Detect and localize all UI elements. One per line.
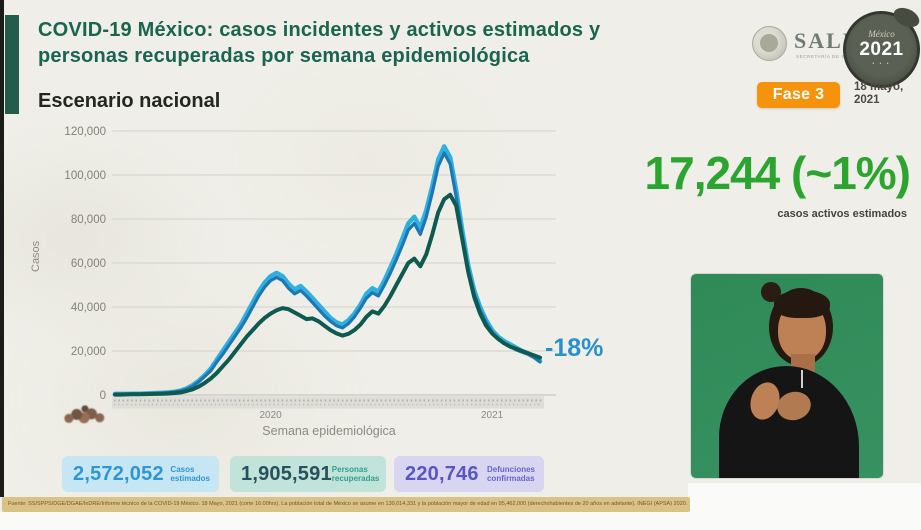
stat-card-personas-recuperadas: 1,905,591 Personas recuperadas xyxy=(230,456,386,492)
y-tick-label: 100,000 xyxy=(64,170,106,182)
series-line-casos-estimados xyxy=(112,144,543,397)
source-note-bar: Fuente: SS/SPPS/DGE/DGAE/InDRE/Informe t… xyxy=(2,497,690,512)
stat-card-defunciones-confirmadas: 220,746 Defunciones confirmadas xyxy=(394,456,544,492)
interpreter-necklace xyxy=(801,370,803,388)
active-cases-highlight: 17,244 (~1%) casos activos estimados xyxy=(560,146,911,220)
stat-value: 2,572,052 xyxy=(73,462,164,485)
y-tick-label: 40,000 xyxy=(71,302,106,314)
broadcast-date: 18 mayo, 2021 xyxy=(854,81,903,107)
badge-2021-year-label: 2021 xyxy=(859,39,904,60)
bottom-white-strip xyxy=(0,512,921,530)
section-subtitle: Escenario nacional xyxy=(38,90,221,112)
series-line-casos-incidentes xyxy=(113,151,542,396)
y-tick-label: 80,000 xyxy=(71,214,106,226)
interpreter-hairline xyxy=(774,290,830,318)
badge-2021-ornament: • • • xyxy=(872,61,891,67)
badge-2021-mexico-label: México xyxy=(868,29,895,39)
x-axis-title: Semana epidemiológica xyxy=(262,424,396,438)
y-tick-label: 60,000 xyxy=(71,258,106,270)
y-axis-title: Casos xyxy=(30,240,42,272)
y-tick-label: 120,000 xyxy=(64,126,106,138)
stat-value: 220,746 xyxy=(405,462,479,485)
x-year-label: 2020 xyxy=(260,410,283,421)
stat-label: Casos estimados xyxy=(170,465,210,483)
broadcast-date-line-2: 2021 xyxy=(854,94,880,106)
stat-label: Defunciones confirmadas xyxy=(486,465,535,483)
page-title: COVID-19 México: casos incidentes y acti… xyxy=(38,17,600,69)
series-line-personas-recuperadas xyxy=(113,192,542,397)
broadcast-date-line-1: 18 mayo, xyxy=(854,81,904,93)
page-title-line-1: COVID-19 México: casos incidentes y acti… xyxy=(38,19,601,41)
mexico-2021-badge: México 2021 • • • xyxy=(843,4,921,88)
serpent-icon xyxy=(890,4,921,31)
active-cases-number: 17,244 (~1%) xyxy=(644,147,911,199)
interpreter-torso xyxy=(719,366,859,478)
watermark-people-image xyxy=(62,401,108,429)
stat-card-casos-estimados: 2,572,052 Casos estimados xyxy=(62,456,219,492)
salud-seal-icon xyxy=(752,26,787,61)
source-note-text: Fuente: SS/SPPS/DGE/DGAE/InDRE/Informe t… xyxy=(8,501,688,507)
phase-badge: Fase 3 xyxy=(757,82,840,108)
x-axis-week-strip xyxy=(112,396,544,409)
salud-logo-subtext: SECRETARÍA DE SALUD xyxy=(796,54,860,59)
left-edge-bar xyxy=(0,0,4,497)
y-tick-label: 20,000 xyxy=(71,346,106,358)
title-accent-bar xyxy=(5,15,19,114)
active-cases-caption: casos activos estimados xyxy=(777,208,907,220)
sign-language-interpreter-video xyxy=(690,273,884,479)
x-year-label: 2021 xyxy=(481,410,504,421)
page-title-line-2: personas recuperadas por semana epidemio… xyxy=(38,45,530,67)
decline-annotation: -18% xyxy=(545,334,604,362)
stat-label: Personas recuperadas xyxy=(331,465,380,483)
stat-value: 1,905,591 xyxy=(241,462,332,485)
